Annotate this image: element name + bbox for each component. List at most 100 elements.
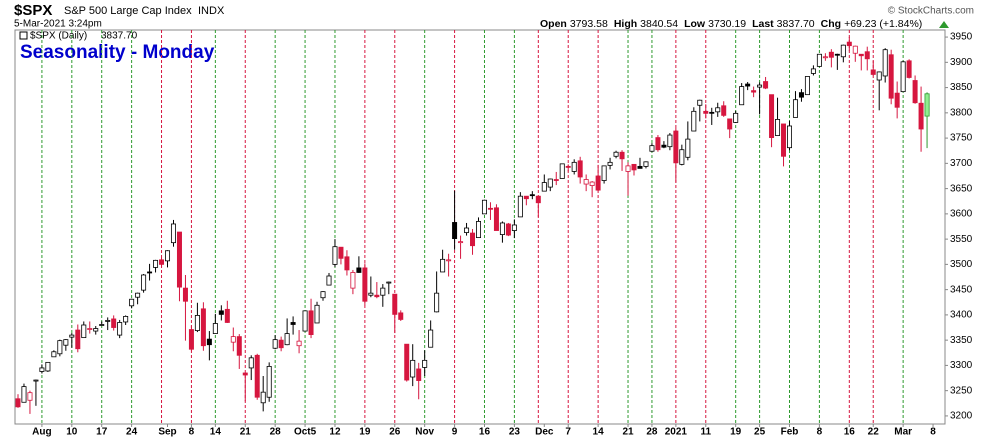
candle-body: [254, 354, 260, 398]
candle-body: [105, 320, 111, 322]
candle-body: [470, 232, 476, 247]
candle-body: [757, 84, 763, 88]
y-tick-label: 3950: [950, 32, 973, 43]
candle-body: [206, 338, 212, 346]
x-tick-label: Aug: [32, 427, 51, 438]
candle-body: [918, 102, 924, 130]
x-tick-label: 26: [389, 427, 401, 438]
candle-body: [619, 151, 625, 160]
candle-body: [667, 134, 673, 148]
candle-body: [135, 292, 141, 298]
y-tick-label: 3850: [950, 82, 973, 93]
copyright: © StockCharts.com: [888, 6, 974, 17]
candle-body: [326, 275, 332, 286]
candle-body: [278, 339, 284, 349]
candle-body: [386, 281, 392, 284]
candle-body: [117, 322, 123, 336]
candle-body: [236, 336, 242, 356]
x-tick-label: Dec: [535, 427, 554, 438]
x-tick-label: 9: [452, 427, 458, 438]
candle-body: [529, 194, 535, 197]
quote-value: +69.23 (+1.84%): [844, 18, 922, 30]
candle-body: [308, 310, 314, 335]
candle-body: [476, 221, 482, 239]
candle-body: [679, 149, 685, 165]
candle-body: [272, 339, 278, 349]
candle-body: [763, 81, 769, 89]
candle-body: [464, 227, 470, 233]
candle-body: [894, 92, 900, 108]
candle-body: [63, 339, 69, 346]
candle-body: [284, 333, 290, 346]
x-tick-label: 19: [359, 427, 371, 438]
candle-body: [170, 223, 176, 244]
candle-body: [888, 54, 894, 99]
x-tick-label: 24: [126, 427, 138, 438]
quote-value: 3730.19: [708, 18, 746, 30]
y-tick-label: 3900: [950, 57, 973, 68]
x-tick-label: 8: [817, 427, 823, 438]
plot-frame: [14, 29, 946, 425]
candle-body: [631, 163, 637, 171]
candle-body: [906, 60, 912, 78]
y-tick-label: 3600: [950, 209, 973, 220]
y-tick-label: 3500: [950, 259, 973, 270]
candle-body: [75, 329, 81, 350]
candle-body: [751, 90, 757, 93]
candle-body: [111, 318, 117, 328]
candle-body: [320, 291, 326, 299]
y-tick-label: 3200: [950, 411, 973, 422]
quote-label: Chg: [821, 18, 841, 30]
candle-body: [822, 56, 828, 59]
candle-body: [547, 178, 553, 188]
x-tick-label: 2021: [665, 427, 688, 438]
candle-body: [487, 207, 493, 210]
x-tick-label: 14: [593, 427, 605, 438]
candle-body: [296, 340, 302, 347]
candle-body: [912, 80, 918, 104]
quote-value: 3837.70: [777, 18, 815, 30]
candle-body: [218, 310, 224, 315]
candle-body: [505, 223, 511, 236]
y-tick-label: 3300: [950, 360, 973, 371]
x-tick-label: 12: [329, 427, 341, 438]
candle-body: [511, 224, 517, 231]
candle-body: [721, 105, 727, 116]
candle-body: [428, 329, 434, 348]
x-tick-label: Oct5: [294, 427, 317, 438]
candle-body: [15, 398, 21, 408]
candle-body: [571, 161, 577, 172]
y-tick-label: 3800: [950, 107, 973, 118]
candle-body: [27, 392, 33, 401]
candle-body: [739, 86, 745, 106]
x-tick-label: 21: [240, 427, 252, 438]
candle-body: [858, 53, 864, 57]
candle-body: [398, 312, 404, 320]
candle-body: [51, 351, 57, 358]
candle-body: [781, 123, 787, 157]
candle-body: [188, 329, 194, 350]
x-tick-label: 7: [565, 427, 571, 438]
x-tick-label: Mar: [894, 427, 912, 438]
candle-body: [87, 328, 93, 330]
candle-body: [338, 246, 344, 259]
candle-body: [141, 274, 147, 291]
candle-body: [834, 53, 840, 56]
candle-body: [715, 107, 721, 113]
candle-body: [159, 259, 165, 265]
candle-body: [392, 293, 398, 315]
candle-body: [577, 160, 583, 178]
x-tick-label: 28: [646, 427, 658, 438]
candle-body: [613, 151, 619, 157]
quote-value: 3840.54: [640, 18, 678, 30]
candle-body: [123, 316, 129, 323]
candle-body: [559, 163, 565, 179]
candle-body: [661, 144, 667, 148]
candle-body: [625, 165, 631, 172]
candle-body: [212, 323, 218, 334]
candle-body: [440, 258, 446, 273]
y-tick-label: 3550: [950, 234, 973, 245]
y-tick-label: 3400: [950, 310, 973, 321]
candle-body: [900, 61, 906, 93]
